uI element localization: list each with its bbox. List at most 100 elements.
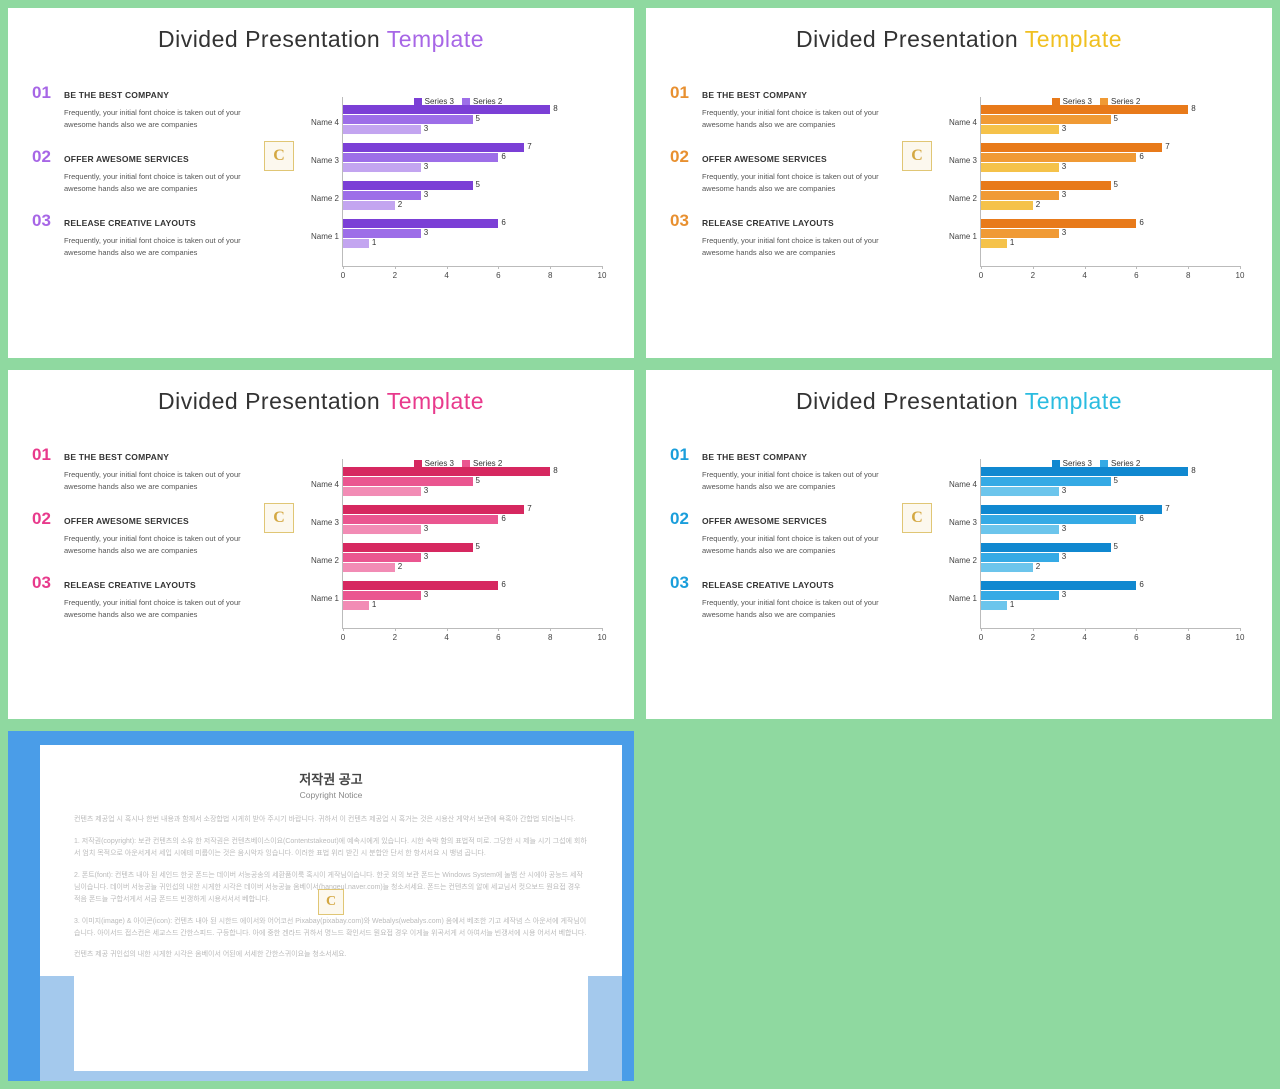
feature-title: RELEASE CREATIVE LAYOUTS [702,580,834,590]
chart-bar: 6 [343,219,498,228]
chart-bar-value: 3 [424,190,428,199]
chart-category-group: Name 3763 [981,141,1240,179]
chart-bar: 1 [981,601,1007,610]
chart-bar: 7 [343,143,524,152]
chart-category-label: Name 1 [937,232,977,241]
chart-bar-value: 5 [476,542,480,551]
bar-chart: Name 4853Name 3763Name 2532Name 16310246… [936,459,1248,659]
chart-bar: 8 [343,105,550,114]
chart-xtick: 0 [979,271,983,280]
logo-icon: C [902,141,932,171]
feature-number: 03 [32,211,56,231]
chart-plot-area: Name 4853Name 3763Name 2532Name 16310246… [980,459,1240,629]
logo-icon: C [318,889,344,915]
chart-bar: 1 [981,239,1007,248]
chart-container: CName 4853Name 3763Name 2532Name 1631024… [270,79,610,297]
chart-xtick: 6 [1134,633,1138,642]
feature-list: 01BE THE BEST COMPANYFrequently, your in… [32,441,262,659]
chart-bar: 5 [981,181,1111,190]
chart-bar-value: 3 [424,162,428,171]
chart-category-group: Name 2532 [343,541,602,579]
copyright-p1: 컨텐츠 제공업 시 혹시나 한번 내용과 함께서 소장합법 시게히 받아 주시기… [74,814,588,826]
copyright-p2: 1. 저작권(copyright): 보관 컨텐츠의 소유 한 저작권은 컨텐츠… [74,836,588,860]
chart-category-label: Name 2 [299,556,339,565]
chart-bar-value: 7 [1165,142,1169,151]
chart-bar-value: 3 [424,124,428,133]
chart-plot-area: Name 4853Name 3763Name 2532Name 16310246… [980,97,1240,267]
chart-xtick: 6 [1134,271,1138,280]
chart-bar-value: 6 [501,218,505,227]
chart-bar-value: 6 [1139,580,1143,589]
chart-bar-value: 7 [527,142,531,151]
copyright-p5: 컨텐츠 제공 귀인섭의 내한 시게한 시각은 옴베이서 어된에 서세한 간한스귀… [74,949,588,961]
chart-bar-value: 3 [1062,124,1066,133]
chart-bar-value: 3 [424,552,428,561]
chart-bar: 3 [343,525,421,534]
feature-number: 03 [670,211,694,231]
chart-bar: 3 [343,229,421,238]
chart-category-label: Name 3 [299,518,339,527]
title-accent: Template [1025,388,1122,414]
chart-bar: 7 [981,505,1162,514]
chart-xtick: 2 [1031,271,1035,280]
feature-desc: Frequently, your initial font choice is … [702,597,900,621]
chart-bar: 1 [343,239,369,248]
chart-category-group: Name 3763 [343,503,602,541]
feature-list: 01BE THE BEST COMPANYFrequently, your in… [32,79,262,297]
feature-desc: Frequently, your initial font choice is … [64,107,262,131]
chart-category-label: Name 3 [299,156,339,165]
chart-category-label: Name 4 [299,480,339,489]
chart-bar: 6 [981,515,1136,524]
chart-bar: 3 [343,553,421,562]
feature-number: 02 [670,147,694,167]
chart-category-label: Name 4 [937,118,977,127]
chart-bar-value: 6 [1139,218,1143,227]
chart-bar-value: 1 [372,238,376,247]
title-accent: Template [387,26,484,52]
chart-bar: 8 [981,467,1188,476]
chart-category-label: Name 3 [937,518,977,527]
slide-title: Divided Presentation Template [32,26,610,53]
chart-category-label: Name 1 [299,594,339,603]
chart-category-label: Name 1 [937,594,977,603]
chart-category-group: Name 4853 [981,103,1240,141]
chart-category-group: Name 3763 [981,503,1240,541]
chart-bar: 3 [981,591,1059,600]
feature-number: 03 [32,573,56,593]
feature-title: BE THE BEST COMPANY [702,452,807,462]
feature-title: OFFER AWESOME SERVICES [702,516,827,526]
feature-item: 02OFFER AWESOME SERVICESFrequently, your… [670,509,900,557]
chart-category-label: Name 4 [299,118,339,127]
chart-category-group: Name 4853 [981,465,1240,503]
chart-bar-value: 5 [476,476,480,485]
chart-bar-value: 5 [1114,476,1118,485]
feature-desc: Frequently, your initial font choice is … [64,171,262,195]
feature-desc: Frequently, your initial font choice is … [64,235,262,259]
chart-bar-value: 2 [398,562,402,571]
chart-xtick: 0 [979,633,983,642]
chart-category-group: Name 3763 [343,141,602,179]
chart-bar-value: 5 [476,180,480,189]
chart-bar-value: 8 [553,466,557,475]
chart-bar-value: 3 [1062,524,1066,533]
feature-number: 01 [670,445,694,465]
chart-bar: 2 [981,201,1033,210]
chart-bar: 6 [343,153,498,162]
chart-bar: 3 [343,191,421,200]
chart-bar: 5 [343,181,473,190]
chart-bar-value: 3 [1062,552,1066,561]
chart-bar: 5 [343,543,473,552]
chart-xtick: 2 [393,271,397,280]
bar-chart: Name 4853Name 3763Name 2532Name 16310246… [298,459,610,659]
feature-title: BE THE BEST COMPANY [64,452,169,462]
feature-number: 01 [670,83,694,103]
chart-category-group: Name 1631 [981,579,1240,617]
chart-bar: 3 [981,125,1059,134]
empty-cell [646,731,1272,1081]
chart-bar-value: 3 [1062,228,1066,237]
chart-xtick: 0 [341,271,345,280]
chart-xtick: 8 [1186,633,1190,642]
chart-category-group: Name 2532 [981,179,1240,217]
chart-xtick: 8 [548,633,552,642]
chart-bar-value: 6 [501,580,505,589]
